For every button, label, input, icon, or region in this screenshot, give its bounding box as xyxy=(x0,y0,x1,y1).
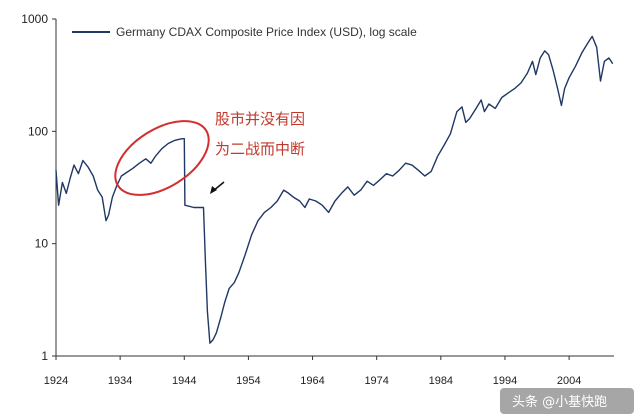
series-line xyxy=(55,35,614,344)
annotation-arrow xyxy=(210,181,225,194)
legend: Germany CDAX Composite Price Index (USD)… xyxy=(72,25,417,39)
annotation-line-1: 股市并没有因 xyxy=(215,110,305,128)
legend-label: Germany CDAX Composite Price Index (USD)… xyxy=(116,25,417,39)
watermark: 头条 @小基快跑 xyxy=(500,388,634,414)
x-tick-label: 1974 xyxy=(364,375,388,387)
x-tick-label: 1994 xyxy=(493,375,517,387)
x-tick-label: 1924 xyxy=(44,375,68,387)
x-tick-label: 2004 xyxy=(557,375,581,387)
x-tick-label: 1934 xyxy=(108,375,132,387)
x-tick-label: 1944 xyxy=(172,375,196,387)
axes xyxy=(55,19,614,357)
x-tick-label: 1964 xyxy=(300,375,324,387)
x-ticks: 1924 1934 1944 1954 1964 1974 1984 1994 2004 xyxy=(44,356,581,387)
watermark-text: 头条 @小基快跑 xyxy=(512,394,607,410)
y-tick-label: 1000 xyxy=(21,12,48,26)
annotation-circle xyxy=(114,120,210,196)
y-tick-label: 1 xyxy=(41,349,48,363)
x-tick-label: 1984 xyxy=(429,375,453,387)
y-tick-label: 100 xyxy=(28,124,48,138)
y-ticks: 1 10 100 1000 xyxy=(21,12,56,363)
annotation-line-2: 为二战而中断 xyxy=(215,140,305,158)
x-tick-label: 1954 xyxy=(236,375,260,387)
y-tick-label: 10 xyxy=(35,237,49,251)
